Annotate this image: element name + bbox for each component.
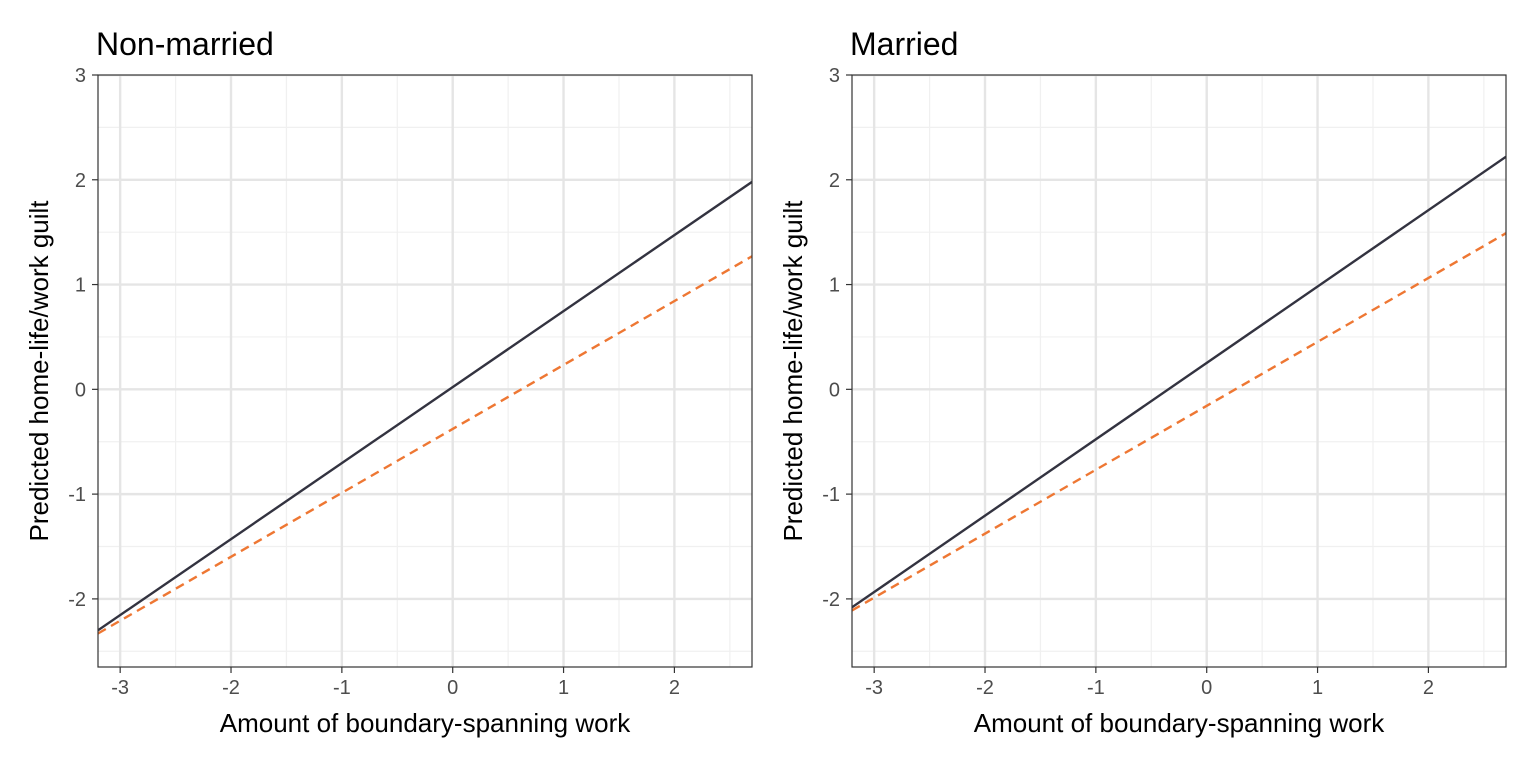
- series-line-dashed: [852, 232, 1506, 612]
- x-axis-title: Amount of boundary-spanning work: [220, 708, 631, 738]
- gridlines: [98, 75, 752, 667]
- y-tick-label: -1: [68, 484, 86, 506]
- series-group: [852, 155, 1506, 612]
- series-line-solid: [852, 155, 1506, 609]
- y-tick-label: 0: [829, 379, 840, 401]
- x-tick-label: -1: [1087, 677, 1105, 699]
- x-tick-label: -3: [111, 677, 129, 699]
- y-axis-title: Predicted home-life/work guilt: [778, 200, 808, 542]
- x-tick-label: -1: [333, 677, 351, 699]
- y-tick-label: 1: [75, 275, 86, 297]
- series-line-solid: [98, 180, 752, 632]
- x-axis-title: Amount of boundary-spanning work: [974, 708, 1385, 738]
- y-tick-label: 1: [829, 275, 840, 297]
- y-tick-label: 2: [829, 170, 840, 192]
- panel-married: -3 -2 -1 0 1 2 -2 -1 0 1 2 3 Married Amount of bounda…: [778, 26, 1507, 738]
- panel-background: [852, 75, 1506, 667]
- y-tick-label: 3: [829, 65, 840, 87]
- y-tick-label: -1: [822, 484, 840, 506]
- series-group: [98, 180, 752, 635]
- x-tick-label: 1: [1312, 677, 1323, 699]
- x-tick-label: -2: [976, 677, 994, 699]
- panel-title: Non-married: [96, 26, 274, 62]
- y-tick-label: -2: [822, 589, 840, 611]
- x-tick-label: 1: [558, 677, 569, 699]
- series-line-dashed: [98, 255, 752, 635]
- panel-title: Married: [850, 26, 958, 62]
- x-tick-label: 2: [669, 677, 680, 699]
- panel-border: [97, 74, 753, 668]
- panel-border: [851, 74, 1507, 668]
- y-tick-label: 0: [75, 379, 86, 401]
- y-tick-label: -2: [68, 589, 86, 611]
- x-tick-label: -3: [865, 677, 883, 699]
- gridlines: [852, 75, 1506, 667]
- x-tick-label: 2: [1423, 677, 1434, 699]
- y-tick-label: 3: [75, 65, 86, 87]
- y-axis-title: Predicted home-life/work guilt: [24, 200, 54, 542]
- x-tick-label: 0: [1201, 677, 1212, 699]
- y-tick-label: 2: [75, 170, 86, 192]
- x-tick-label: 0: [447, 677, 458, 699]
- panel-background: [98, 75, 752, 667]
- x-tick-label: -2: [222, 677, 240, 699]
- panel-non-married: -3 -2 -1 0 1 2 -2 -1 0 1 2 3 Non-married Amount of bo…: [24, 26, 753, 738]
